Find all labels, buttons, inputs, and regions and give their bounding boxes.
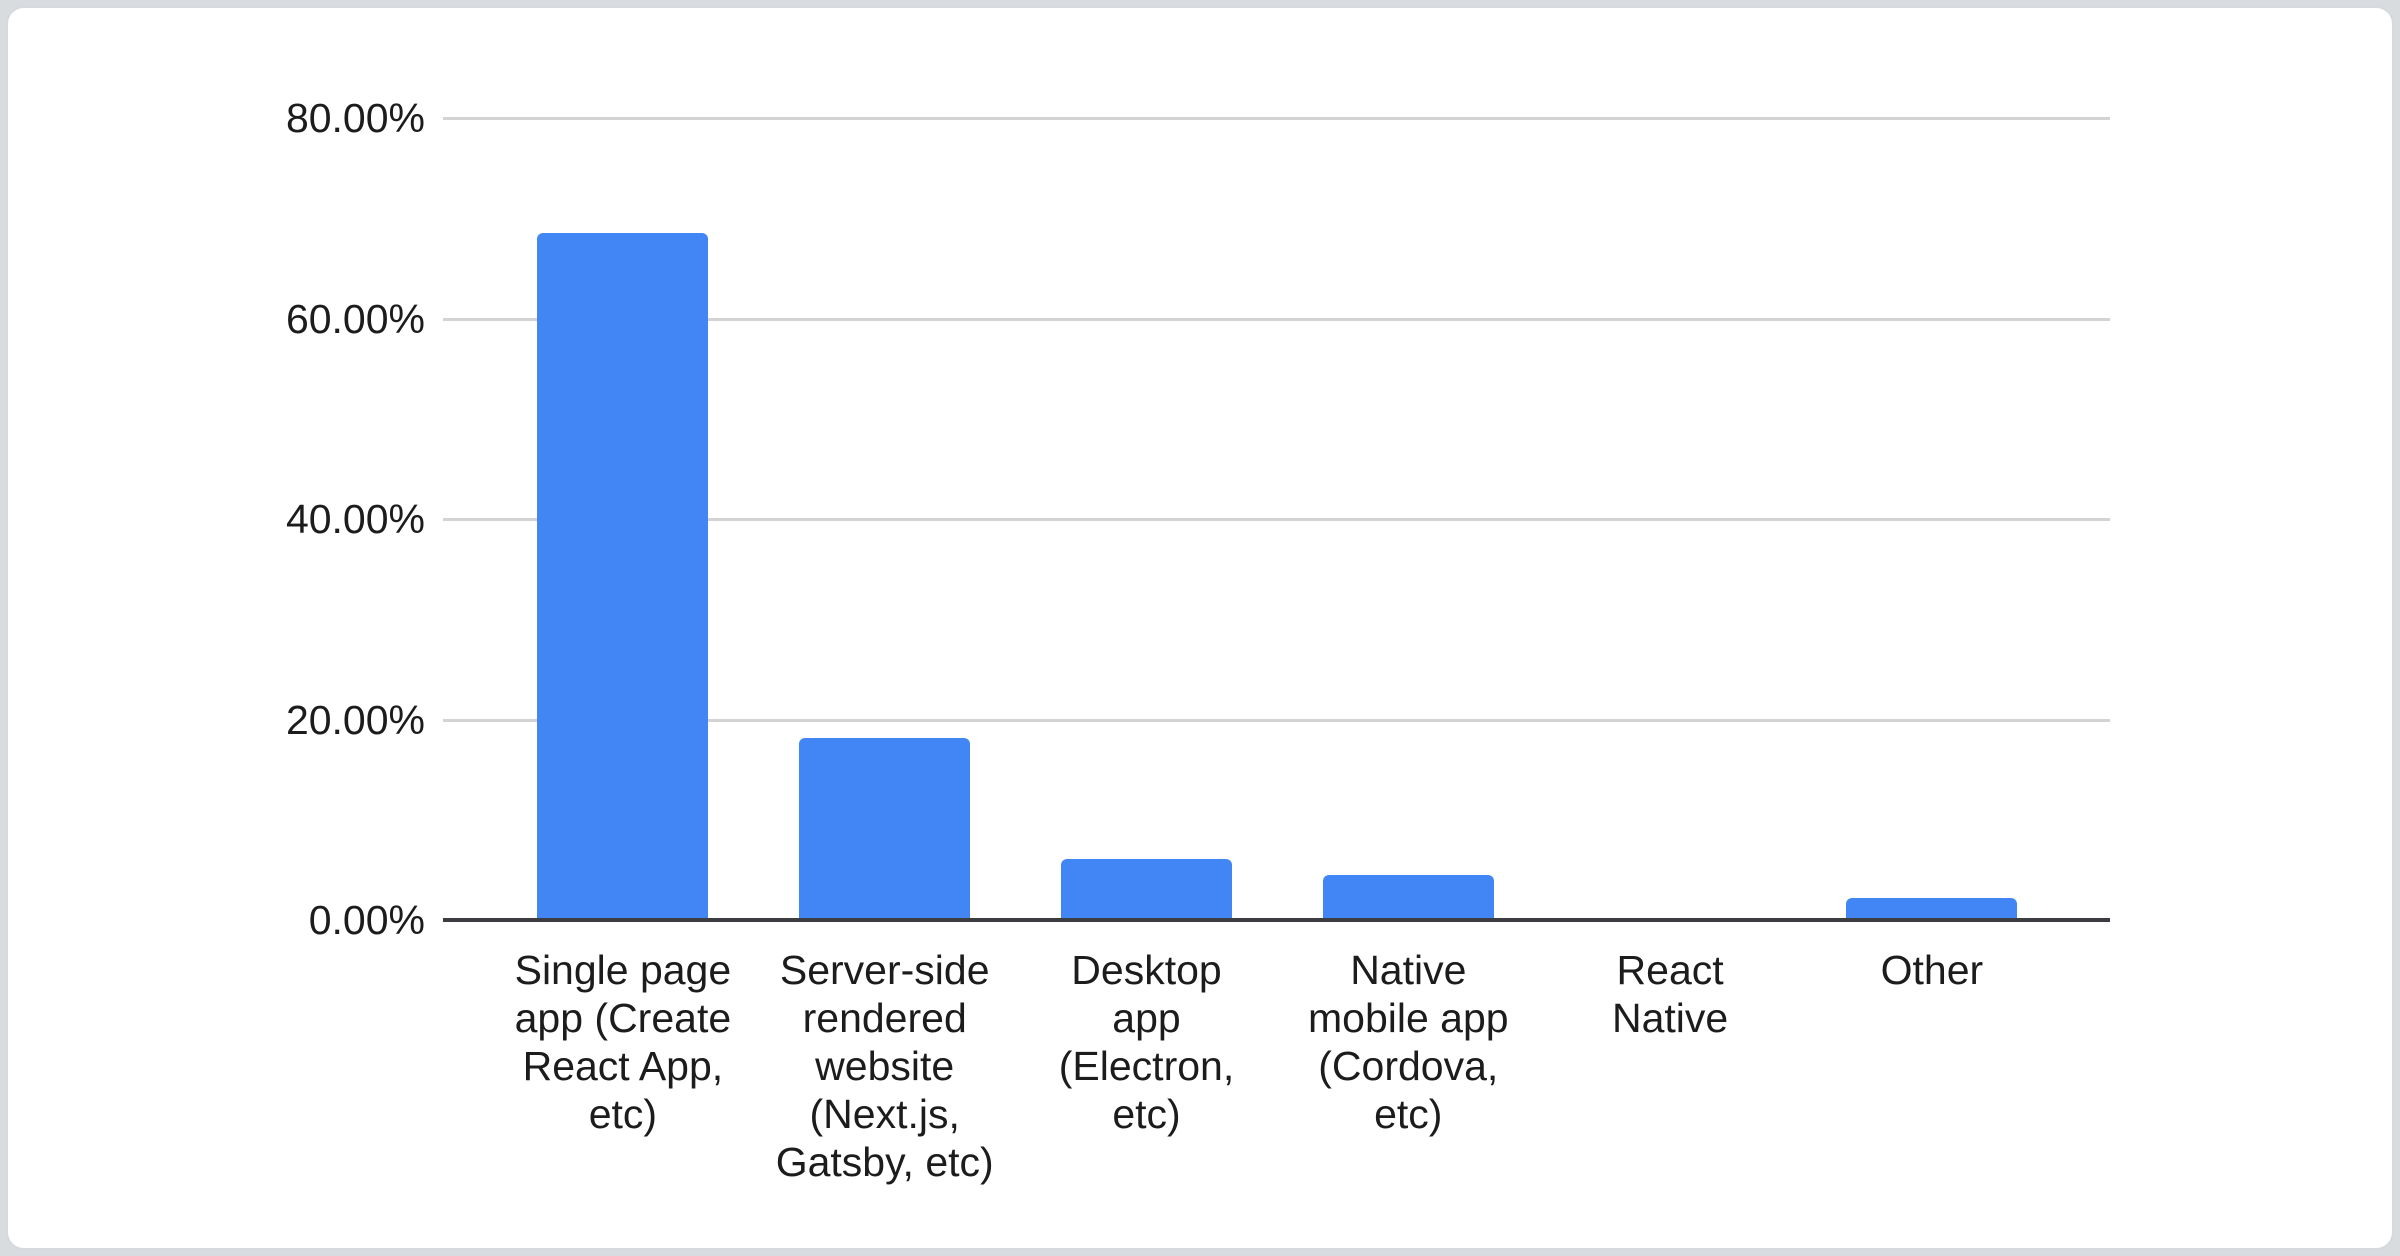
gridline-80 bbox=[443, 117, 2110, 120]
chart-card: 80.00% 60.00% 40.00% 20.00% 0.00% Single pag… bbox=[6, 6, 2394, 1250]
gridline-60 bbox=[443, 317, 2110, 321]
x-axis-category-label: Other bbox=[1880, 947, 1984, 993]
x-axis-baseline bbox=[443, 918, 2110, 922]
x-axis-category-label: Server-side rendered website (Next.js, G… bbox=[775, 947, 994, 1185]
y-axis-tick-label: 20.00% bbox=[285, 696, 425, 743]
y-axis-tick-label: 80.00% bbox=[285, 95, 425, 141]
y-axis-tick-label: 60.00% bbox=[285, 295, 425, 342]
gridline-20 bbox=[443, 718, 2110, 722]
y-axis-tick-label: 0.00% bbox=[308, 897, 425, 943]
plot-area bbox=[443, 117, 2110, 920]
y-axis-tick-label: 40.00% bbox=[285, 496, 425, 542]
x-axis-category-label: Desktop app (Electron, etc) bbox=[1058, 947, 1235, 1137]
bar-3 bbox=[1061, 858, 1232, 920]
x-axis-category-label: Native mobile app (Cordova, etc) bbox=[1308, 947, 1509, 1137]
bar-6 bbox=[1846, 897, 2018, 920]
bar-1 bbox=[537, 233, 709, 920]
gridline-40 bbox=[443, 518, 2110, 521]
x-axis-category-label: React Native bbox=[1611, 947, 1729, 1041]
bar-4 bbox=[1322, 874, 1494, 920]
bar-2 bbox=[799, 737, 971, 920]
x-axis-category-label: Single page app (Create React App, etc) bbox=[514, 947, 732, 1137]
bar-chart: 80.00% 60.00% 40.00% 20.00% 0.00% Single pag… bbox=[8, 8, 2392, 1248]
